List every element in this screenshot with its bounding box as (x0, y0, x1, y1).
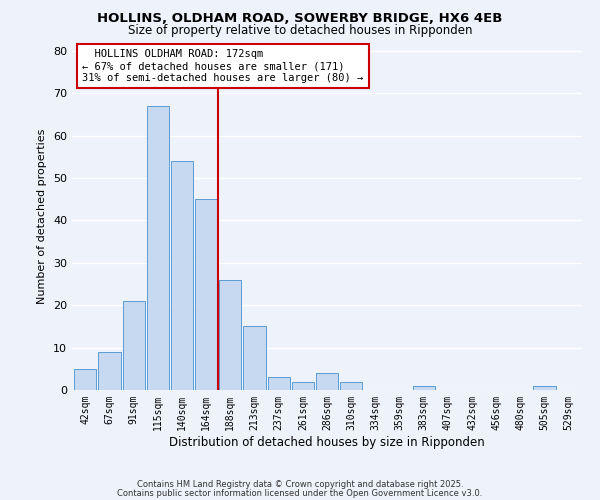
Bar (292, 382, 314, 390)
X-axis label: Distribution of detached houses by size in Ripponden: Distribution of detached houses by size … (169, 436, 485, 448)
Bar (316, 373, 338, 390)
Y-axis label: Number of detached properties: Number of detached properties (37, 128, 47, 304)
Text: Contains HM Land Registry data © Crown copyright and database right 2025.: Contains HM Land Registry data © Crown c… (137, 480, 463, 489)
Text: HOLLINS, OLDHAM ROAD, SOWERBY BRIDGE, HX6 4EB: HOLLINS, OLDHAM ROAD, SOWERBY BRIDGE, HX… (97, 12, 503, 26)
Bar (268, 378, 290, 390)
Bar (195, 200, 217, 390)
Text: Size of property relative to detached houses in Ripponden: Size of property relative to detached ho… (128, 24, 472, 37)
Bar (219, 280, 241, 390)
Bar (146, 106, 169, 390)
Bar (533, 386, 556, 390)
Text: HOLLINS OLDHAM ROAD: 172sqm
← 67% of detached houses are smaller (171)
31% of se: HOLLINS OLDHAM ROAD: 172sqm ← 67% of det… (82, 50, 364, 82)
Bar (244, 326, 266, 390)
Bar (98, 352, 121, 390)
Bar (122, 301, 145, 390)
Bar (413, 386, 435, 390)
Text: Contains public sector information licensed under the Open Government Licence v3: Contains public sector information licen… (118, 488, 482, 498)
Bar (171, 161, 193, 390)
Bar (340, 382, 362, 390)
Bar (74, 369, 97, 390)
